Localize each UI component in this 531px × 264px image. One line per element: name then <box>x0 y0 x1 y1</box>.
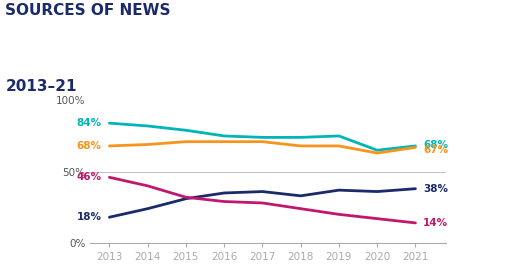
Text: SOURCES OF NEWS: SOURCES OF NEWS <box>5 3 171 18</box>
Text: 18%: 18% <box>77 212 102 222</box>
Text: 38%: 38% <box>423 184 448 194</box>
Text: 46%: 46% <box>76 172 102 182</box>
Text: 68%: 68% <box>77 141 102 151</box>
Text: 14%: 14% <box>423 218 448 228</box>
Text: 67%: 67% <box>423 145 448 155</box>
Text: 68%: 68% <box>423 139 448 149</box>
Text: 84%: 84% <box>76 118 102 128</box>
Text: 2013–21: 2013–21 <box>5 79 77 94</box>
